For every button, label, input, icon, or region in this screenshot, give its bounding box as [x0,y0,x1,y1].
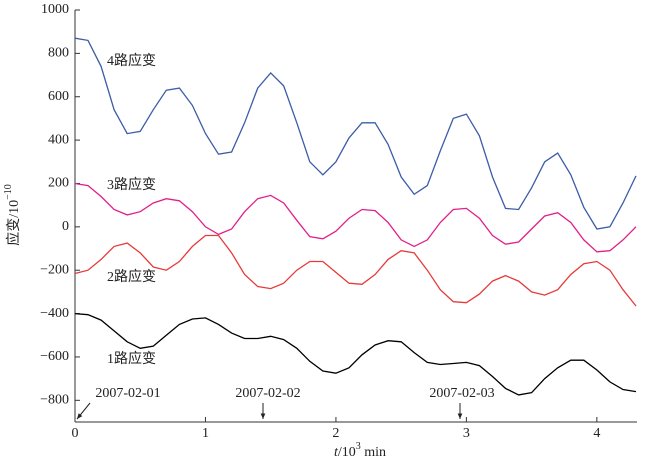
y-label-sup: −10 [3,184,14,200]
x-label-sup: 3 [356,441,361,452]
y-axis-label: 应变/10−10 [3,184,22,246]
series-label: 1路应变 [107,350,156,367]
x-tick-label: 4 [593,426,600,441]
y-tick-label: −200 [40,262,69,277]
series-line [74,234,637,307]
y-tick-label: −400 [40,306,69,321]
y-tick-label: 400 [48,132,69,147]
x-axis-label: t/103 min [334,441,386,460]
x-tick-label: 0 [72,426,79,441]
series-line [74,312,637,396]
y-tick-label: 0 [62,219,69,234]
y-tick-label: 1000 [41,2,69,17]
y-tick-label: 600 [48,89,69,104]
series-label: 2路应变 [107,268,156,285]
y-tick-label: −600 [40,349,69,364]
annotation-arrowhead [260,413,266,419]
series-line [74,37,637,230]
x-tick-label: 1 [202,426,209,441]
annotation-arrowhead [77,413,83,419]
x-label-unit: min [361,445,386,460]
annotation-arrowhead [457,413,463,419]
x-tick-label: 3 [463,426,470,441]
series-label: 4路应变 [107,52,156,69]
annotation: 2007-02-02 [235,386,300,401]
x-tick-label: 2 [332,426,339,441]
y-tick-label: −800 [40,393,69,408]
x-label-text: /10 [338,445,356,460]
series-line [74,182,637,253]
y-tick-label: 800 [48,46,69,61]
annotation: 2007-02-01 [95,386,160,401]
y-label-text: 应变/10 [5,200,22,246]
series-label: 3路应变 [107,176,156,193]
y-tick-label: 200 [48,176,69,191]
x-label-var: t [334,445,339,460]
annotation: 2007-02-03 [429,386,494,401]
